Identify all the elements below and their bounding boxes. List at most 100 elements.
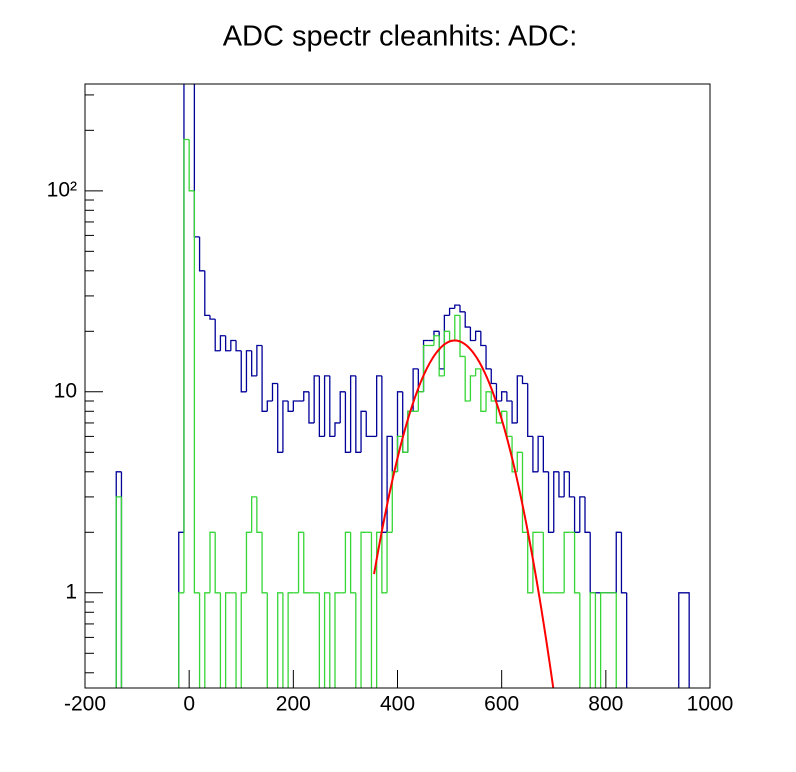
histogram-bin [584,496,591,533]
x-tick-label: 800 [588,693,623,716]
histogram-bin [329,592,331,688]
histogram-bin [511,401,518,424]
histogram-bin [355,375,362,453]
histogram-bin [594,592,597,688]
histogram-bin [292,400,299,412]
histogram-bin [376,375,382,437]
histogram-bin [402,436,408,453]
x-tick-label: 1000 [687,693,734,716]
histogram-bin [474,330,481,341]
histogram-bin [224,335,231,352]
histogram-bin [303,391,309,402]
histogram-bin [209,315,216,320]
histogram-bin [266,400,273,412]
histogram-bin [464,356,471,402]
plot-area [115,84,690,688]
histogram-bin [568,471,575,498]
histogram-bin [256,344,263,376]
histogram-bin [537,435,544,472]
histogram-bin [355,592,357,688]
x-tick-label: 200 [276,693,311,716]
histogram-bin [579,592,581,688]
histogram-bin [235,340,242,352]
histogram-bin [626,592,628,688]
histogram-bin [386,531,393,593]
histogram-bin [287,592,294,688]
histogram-bin [615,531,622,593]
histogram-bin [349,532,356,594]
histogram-bin [297,531,304,593]
histogram-bin [266,592,268,688]
histogram-bin [261,532,268,594]
histogram-bin [251,350,257,377]
histogram-bin [480,368,487,412]
histogram-bin [521,452,528,533]
histogram-bin [334,592,341,688]
histogram-bin [344,391,351,453]
histogram-bin [115,496,122,688]
histogram-bin [360,410,367,453]
histogram-bin [417,391,424,412]
x-tick-label: 400 [380,693,415,716]
histogram-bin [245,350,252,392]
histogram-bin [521,375,528,385]
histogram-bin [485,345,492,370]
histogram-bin [527,532,533,594]
histogram-bin [204,592,210,688]
histogram-bin [480,331,487,347]
y-tick-label: 10 [54,379,77,402]
histogram-bin [214,319,221,352]
histogram-bin [219,335,226,351]
histogram-bin [532,436,539,473]
histogram-bin [240,592,247,688]
histogram-bin [318,592,321,688]
histogram-bin [516,375,523,423]
histogram-bin [198,236,205,272]
histogram-bin [490,368,497,385]
histogram-bin [323,375,330,437]
histogram-bin [579,496,585,533]
x-tick-label: 0 [183,693,195,716]
histogram-bin [464,311,471,328]
histogram-bin [235,592,237,688]
histogram-bin [339,391,346,423]
histogram-bin [365,411,372,438]
histogram-bin [391,471,398,533]
histogram-bin [318,375,325,438]
histogram-bin [329,375,335,438]
histogram-bin [308,391,315,424]
histogram-bin [542,436,549,473]
histogram-bin [599,592,606,688]
histogram-bin [282,592,284,688]
histogram-bin [501,391,507,402]
histogram-bin [542,532,549,594]
histogram-bin [256,496,263,533]
histogram-bin [120,496,123,688]
histogram-bin [323,592,330,688]
y-tick-label: 1 [65,580,77,603]
histogram-bin [490,391,497,402]
histogram-bin [678,592,684,688]
histogram-bin [349,375,356,453]
histogram-bin [474,368,481,376]
histogram-bin [495,401,502,424]
histogram-bin [334,422,341,437]
histogram-bin [224,592,231,688]
histogram-bin [230,339,237,351]
histogram-bin [516,451,523,472]
histogram-bin [313,375,320,423]
histogram-bin [188,139,195,192]
histogram-bin [615,592,617,688]
histogram-bin [251,496,257,533]
histogram-bin [360,531,367,688]
histogram-bin [261,345,268,412]
fit-curve [373,339,555,688]
histogram-bin [563,531,570,593]
histogram-bin [245,531,252,593]
histogram-bin [563,471,570,497]
histogram-bin [209,531,216,593]
histogram-bin [344,531,351,593]
histogram-bin [558,471,565,498]
histogram-bin [506,391,513,402]
